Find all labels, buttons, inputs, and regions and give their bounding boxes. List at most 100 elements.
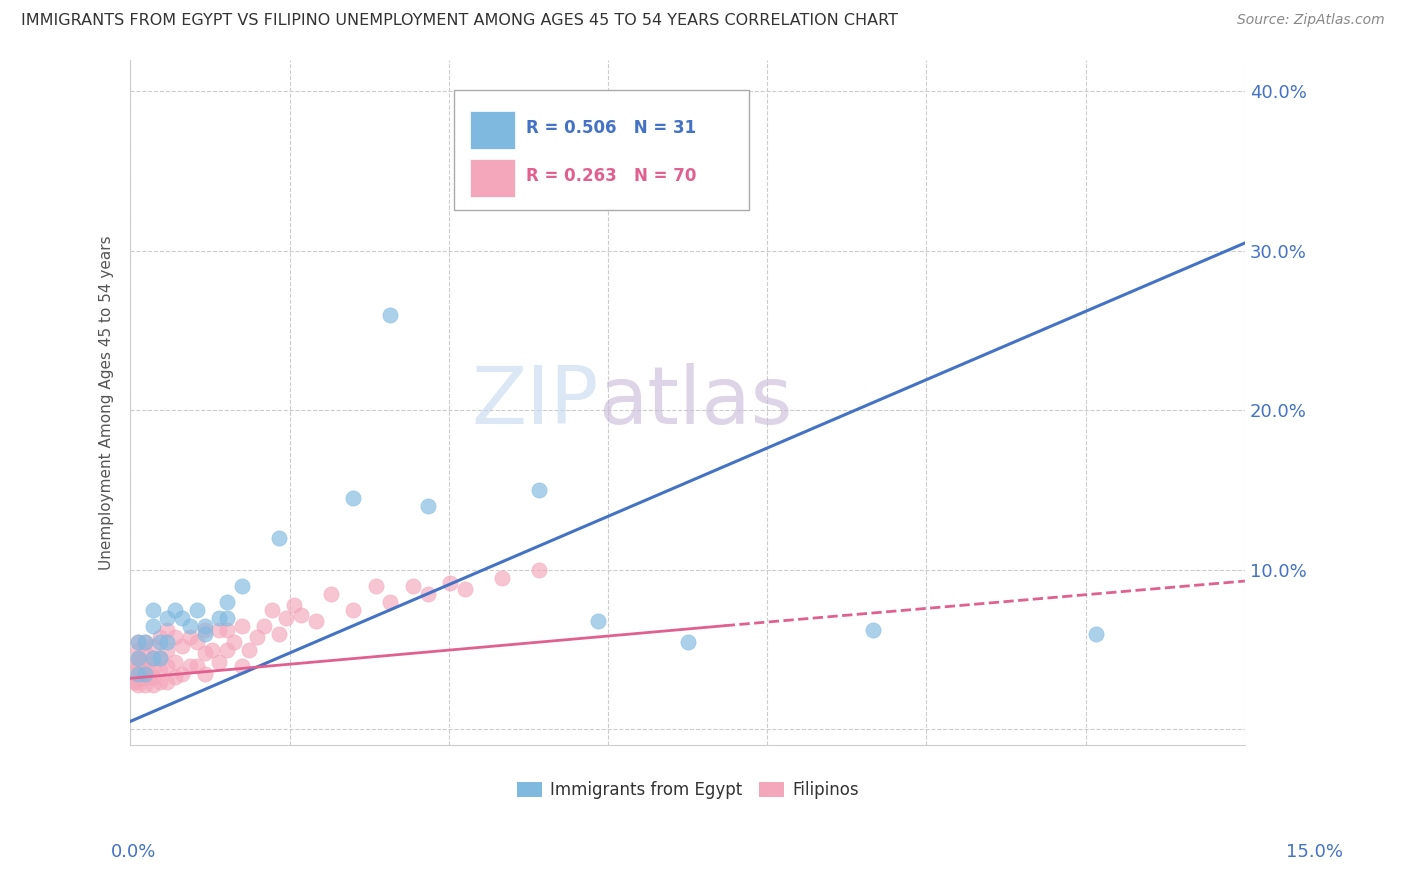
- Point: [127, 671, 149, 685]
- Point: [283, 598, 305, 612]
- Point: [186, 603, 208, 617]
- Point: [172, 611, 194, 625]
- Point: [179, 658, 201, 673]
- Text: ZIP: ZIP: [471, 363, 599, 442]
- Point: [163, 656, 186, 670]
- Point: [149, 630, 172, 644]
- Point: [208, 656, 231, 670]
- Text: atlas: atlas: [599, 363, 793, 442]
- Text: IMMIGRANTS FROM EGYPT VS FILIPINO UNEMPLOYMENT AMONG AGES 45 TO 54 YEARS CORRELA: IMMIGRANTS FROM EGYPT VS FILIPINO UNEMPL…: [21, 13, 898, 29]
- Y-axis label: Unemployment Among Ages 45 to 54 years: Unemployment Among Ages 45 to 54 years: [100, 235, 114, 570]
- Point: [134, 666, 156, 681]
- Point: [156, 674, 179, 689]
- Point: [179, 630, 201, 644]
- Point: [156, 658, 179, 673]
- Point: [134, 634, 156, 648]
- Point: [127, 666, 149, 681]
- Point: [862, 624, 884, 638]
- Point: [127, 678, 149, 692]
- Point: [194, 626, 217, 640]
- Point: [127, 634, 149, 648]
- Point: [416, 499, 439, 513]
- Point: [149, 650, 172, 665]
- Point: [127, 650, 149, 665]
- Point: [215, 642, 238, 657]
- Point: [364, 579, 387, 593]
- Legend: Immigrants from Egypt, Filipinos: Immigrants from Egypt, Filipinos: [510, 774, 865, 805]
- Point: [124, 674, 146, 689]
- Text: Source: ZipAtlas.com: Source: ZipAtlas.com: [1237, 13, 1385, 28]
- FancyBboxPatch shape: [470, 159, 515, 197]
- Point: [231, 579, 253, 593]
- Point: [416, 587, 439, 601]
- Point: [454, 582, 477, 596]
- Point: [142, 678, 165, 692]
- Point: [127, 650, 149, 665]
- Point: [231, 618, 253, 632]
- Point: [149, 650, 172, 665]
- Point: [134, 671, 156, 685]
- Point: [142, 618, 165, 632]
- Point: [149, 674, 172, 689]
- Point: [156, 624, 179, 638]
- Point: [127, 656, 149, 670]
- Point: [134, 634, 156, 648]
- Point: [179, 618, 201, 632]
- Point: [142, 662, 165, 676]
- Point: [439, 575, 461, 590]
- Point: [122, 674, 145, 689]
- Point: [172, 640, 194, 654]
- Point: [380, 595, 402, 609]
- Point: [134, 678, 156, 692]
- Point: [231, 658, 253, 673]
- Point: [194, 666, 217, 681]
- Point: [290, 607, 312, 622]
- Point: [260, 603, 283, 617]
- Point: [156, 634, 179, 648]
- Point: [342, 491, 364, 505]
- Point: [149, 662, 172, 676]
- Point: [134, 662, 156, 676]
- Point: [208, 624, 231, 638]
- Point: [194, 624, 217, 638]
- Point: [127, 634, 149, 648]
- Text: 0.0%: 0.0%: [111, 843, 156, 861]
- Point: [186, 634, 208, 648]
- Point: [342, 603, 364, 617]
- Point: [127, 642, 149, 657]
- Point: [208, 611, 231, 625]
- Point: [163, 603, 186, 617]
- Point: [186, 658, 208, 673]
- Point: [676, 634, 699, 648]
- Text: R = 0.506   N = 31: R = 0.506 N = 31: [526, 120, 696, 137]
- Point: [305, 614, 328, 628]
- Point: [194, 618, 217, 632]
- Point: [127, 666, 149, 681]
- Point: [253, 618, 276, 632]
- Text: 15.0%: 15.0%: [1286, 843, 1343, 861]
- Point: [380, 308, 402, 322]
- Point: [527, 483, 550, 497]
- Point: [127, 662, 149, 676]
- Point: [215, 595, 238, 609]
- FancyBboxPatch shape: [454, 90, 749, 211]
- Point: [588, 614, 610, 628]
- Point: [172, 666, 194, 681]
- Point: [163, 630, 186, 644]
- Point: [276, 611, 298, 625]
- Point: [402, 579, 425, 593]
- Point: [267, 531, 290, 545]
- Point: [201, 642, 224, 657]
- Point: [491, 571, 513, 585]
- Point: [156, 642, 179, 657]
- Point: [527, 563, 550, 577]
- FancyBboxPatch shape: [470, 111, 515, 149]
- Point: [267, 626, 290, 640]
- Point: [149, 634, 172, 648]
- Point: [215, 611, 238, 625]
- Point: [319, 587, 342, 601]
- Point: [134, 666, 156, 681]
- Point: [142, 603, 165, 617]
- Point: [142, 640, 165, 654]
- Point: [224, 634, 246, 648]
